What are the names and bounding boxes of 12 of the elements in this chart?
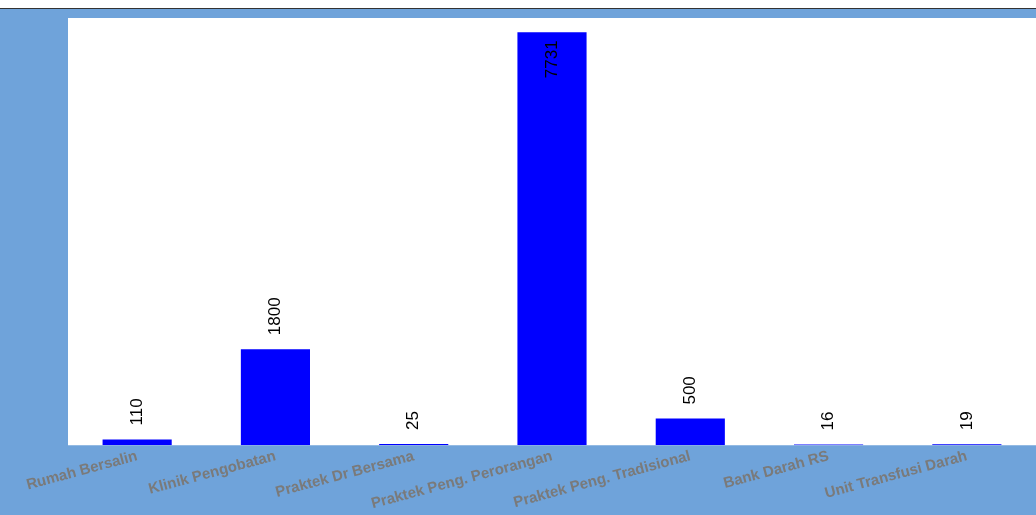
data-label: 19 — [956, 411, 976, 431]
data-label: 1800 — [265, 297, 285, 336]
data-label: 25 — [403, 411, 423, 430]
bar — [655, 418, 725, 446]
bar — [102, 439, 172, 446]
data-label: 500 — [679, 376, 699, 405]
data-label: 16 — [818, 411, 838, 431]
data-label: 7731 — [541, 40, 561, 79]
bar — [517, 32, 587, 446]
data-label: 110 — [126, 398, 146, 426]
x-tick-label: Rumah Bersalin — [24, 446, 139, 493]
bar — [240, 349, 310, 446]
